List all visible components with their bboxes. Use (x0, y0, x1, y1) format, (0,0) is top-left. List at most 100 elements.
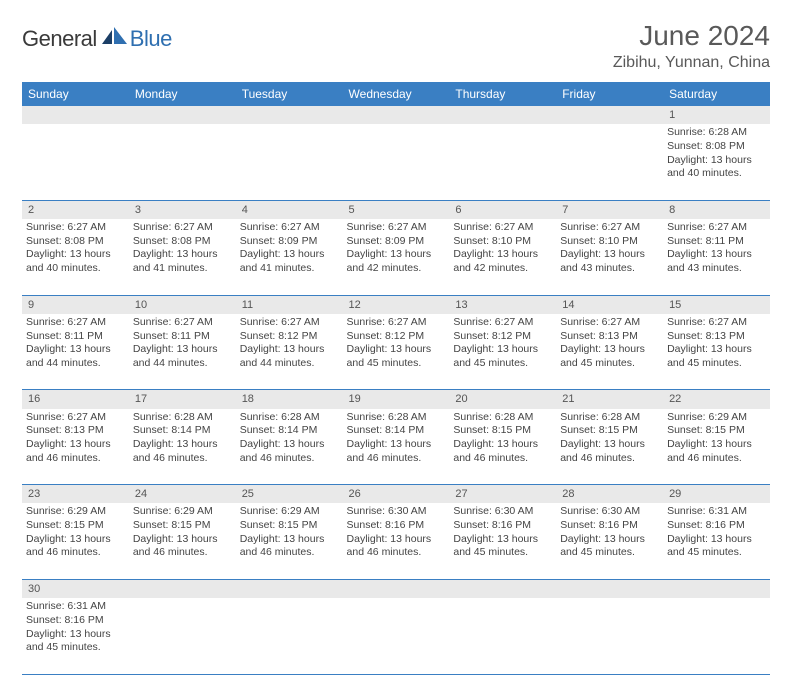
day-cell (129, 124, 236, 200)
day-number-cell: 2 (22, 200, 129, 219)
sunset-text: Sunset: 8:16 PM (347, 519, 446, 533)
sunrise-text: Sunrise: 6:27 AM (26, 411, 125, 425)
daylight-text: Daylight: 13 hours (133, 343, 232, 357)
daylight-text: Daylight: 13 hours (560, 438, 659, 452)
sunrise-text: Sunrise: 6:28 AM (667, 126, 766, 140)
day-number-cell: 17 (129, 390, 236, 409)
day-cell: Sunrise: 6:27 AMSunset: 8:12 PMDaylight:… (343, 314, 450, 390)
sunset-text: Sunset: 8:11 PM (133, 330, 232, 344)
day-cell (449, 598, 556, 674)
daylight-text: and 46 minutes. (560, 452, 659, 466)
day-cell: Sunrise: 6:31 AMSunset: 8:16 PMDaylight:… (663, 503, 770, 579)
sunset-text: Sunset: 8:12 PM (240, 330, 339, 344)
week-row: Sunrise: 6:27 AMSunset: 8:11 PMDaylight:… (22, 314, 770, 390)
daylight-text: and 44 minutes. (26, 357, 125, 371)
calendar-table: Sunday Monday Tuesday Wednesday Thursday… (22, 82, 770, 675)
daylight-text: and 43 minutes. (560, 262, 659, 276)
weekday-header: Thursday (449, 82, 556, 106)
daylight-text: Daylight: 13 hours (240, 248, 339, 262)
day-cell (129, 598, 236, 674)
daylight-text: Daylight: 13 hours (240, 343, 339, 357)
week-row: Sunrise: 6:31 AMSunset: 8:16 PMDaylight:… (22, 598, 770, 674)
day-number-row: 16171819202122 (22, 390, 770, 409)
sunset-text: Sunset: 8:15 PM (133, 519, 232, 533)
day-cell: Sunrise: 6:28 AMSunset: 8:15 PMDaylight:… (449, 409, 556, 485)
day-cell (236, 598, 343, 674)
daylight-text: Daylight: 13 hours (26, 533, 125, 547)
daylight-text: and 45 minutes. (667, 546, 766, 560)
sunrise-text: Sunrise: 6:31 AM (667, 505, 766, 519)
day-number-cell: 27 (449, 485, 556, 504)
sunrise-text: Sunrise: 6:30 AM (453, 505, 552, 519)
day-number-cell: 9 (22, 295, 129, 314)
day-number-cell: 28 (556, 485, 663, 504)
day-cell: Sunrise: 6:27 AMSunset: 8:08 PMDaylight:… (22, 219, 129, 295)
sunset-text: Sunset: 8:10 PM (453, 235, 552, 249)
day-cell: Sunrise: 6:27 AMSunset: 8:13 PMDaylight:… (22, 409, 129, 485)
day-cell: Sunrise: 6:29 AMSunset: 8:15 PMDaylight:… (663, 409, 770, 485)
week-row: Sunrise: 6:27 AMSunset: 8:13 PMDaylight:… (22, 409, 770, 485)
daylight-text: and 44 minutes. (240, 357, 339, 371)
week-row: Sunrise: 6:29 AMSunset: 8:15 PMDaylight:… (22, 503, 770, 579)
sunrise-text: Sunrise: 6:27 AM (133, 221, 232, 235)
daylight-text: Daylight: 13 hours (240, 533, 339, 547)
sunrise-text: Sunrise: 6:27 AM (560, 221, 659, 235)
sunrise-text: Sunrise: 6:27 AM (453, 221, 552, 235)
sunrise-text: Sunrise: 6:29 AM (26, 505, 125, 519)
day-cell: Sunrise: 6:27 AMSunset: 8:10 PMDaylight:… (449, 219, 556, 295)
sunrise-text: Sunrise: 6:27 AM (26, 221, 125, 235)
daylight-text: and 46 minutes. (240, 452, 339, 466)
sunrise-text: Sunrise: 6:29 AM (133, 505, 232, 519)
day-cell: Sunrise: 6:29 AMSunset: 8:15 PMDaylight:… (236, 503, 343, 579)
day-number-cell: 21 (556, 390, 663, 409)
daylight-text: and 43 minutes. (667, 262, 766, 276)
day-number-cell: 15 (663, 295, 770, 314)
daylight-text: and 46 minutes. (133, 452, 232, 466)
sunset-text: Sunset: 8:10 PM (560, 235, 659, 249)
day-cell (343, 124, 450, 200)
sail-icon (102, 27, 128, 48)
day-number-cell: 7 (556, 200, 663, 219)
daylight-text: Daylight: 13 hours (240, 438, 339, 452)
day-number-cell: 4 (236, 200, 343, 219)
daylight-text: Daylight: 13 hours (667, 343, 766, 357)
sunset-text: Sunset: 8:16 PM (26, 614, 125, 628)
day-cell: Sunrise: 6:30 AMSunset: 8:16 PMDaylight:… (556, 503, 663, 579)
day-cell (556, 598, 663, 674)
sunrise-text: Sunrise: 6:28 AM (347, 411, 446, 425)
day-number-cell (129, 579, 236, 598)
day-cell (343, 598, 450, 674)
daylight-text: Daylight: 13 hours (347, 438, 446, 452)
day-number-cell: 3 (129, 200, 236, 219)
daylight-text: and 45 minutes. (560, 357, 659, 371)
day-number-cell: 26 (343, 485, 450, 504)
sunrise-text: Sunrise: 6:30 AM (560, 505, 659, 519)
day-cell: Sunrise: 6:29 AMSunset: 8:15 PMDaylight:… (22, 503, 129, 579)
weekday-header: Monday (129, 82, 236, 106)
week-row: Sunrise: 6:27 AMSunset: 8:08 PMDaylight:… (22, 219, 770, 295)
day-number-cell: 10 (129, 295, 236, 314)
day-number-cell: 30 (22, 579, 129, 598)
day-number-cell: 29 (663, 485, 770, 504)
day-cell: Sunrise: 6:27 AMSunset: 8:13 PMDaylight:… (663, 314, 770, 390)
day-cell: Sunrise: 6:27 AMSunset: 8:12 PMDaylight:… (236, 314, 343, 390)
day-cell: Sunrise: 6:28 AMSunset: 8:14 PMDaylight:… (129, 409, 236, 485)
sunrise-text: Sunrise: 6:27 AM (347, 316, 446, 330)
day-cell: Sunrise: 6:30 AMSunset: 8:16 PMDaylight:… (449, 503, 556, 579)
day-cell: Sunrise: 6:30 AMSunset: 8:16 PMDaylight:… (343, 503, 450, 579)
sunset-text: Sunset: 8:15 PM (240, 519, 339, 533)
day-cell (449, 124, 556, 200)
daylight-text: and 45 minutes. (26, 641, 125, 655)
day-number-cell (449, 106, 556, 124)
sunrise-text: Sunrise: 6:27 AM (667, 316, 766, 330)
sunset-text: Sunset: 8:15 PM (26, 519, 125, 533)
daylight-text: Daylight: 13 hours (453, 438, 552, 452)
day-number-cell: 6 (449, 200, 556, 219)
sunrise-text: Sunrise: 6:28 AM (133, 411, 232, 425)
daylight-text: Daylight: 13 hours (133, 248, 232, 262)
daylight-text: and 45 minutes. (347, 357, 446, 371)
day-cell: Sunrise: 6:27 AMSunset: 8:13 PMDaylight:… (556, 314, 663, 390)
sunset-text: Sunset: 8:08 PM (667, 140, 766, 154)
daylight-text: Daylight: 13 hours (453, 248, 552, 262)
sunrise-text: Sunrise: 6:28 AM (560, 411, 659, 425)
